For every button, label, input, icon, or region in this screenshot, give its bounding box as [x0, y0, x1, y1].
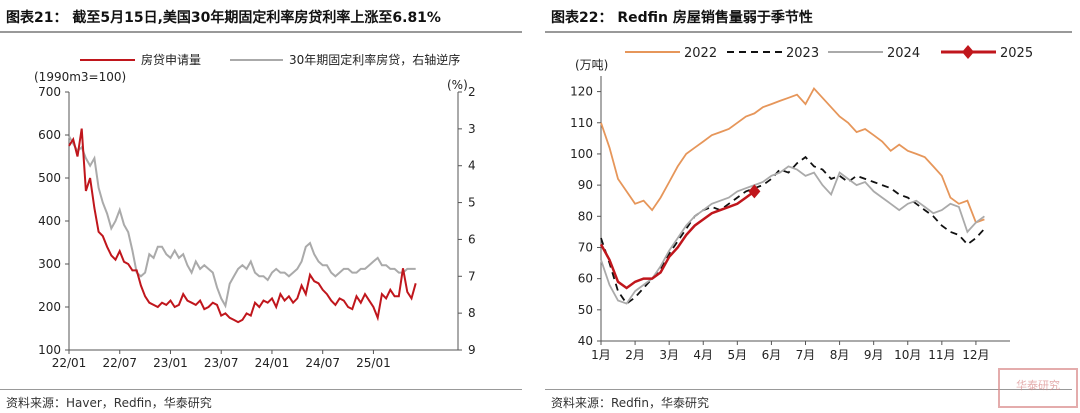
right-y-tick-label: 4 [468, 159, 476, 173]
watermark-stamp-logo: 华泰研究 [998, 368, 1078, 408]
left-y-tick-label: 300 [38, 257, 61, 271]
left-axis-unit: (1990m3=100) [34, 70, 126, 84]
x-tick-label: 6月 [762, 348, 782, 362]
right-source-rule [545, 389, 1072, 390]
left-chart-title: 图表21： 截至5月15日,美国30年期固定利率房贷利率上涨至6.81% [6, 10, 441, 26]
series-line-2022 [600, 86, 985, 224]
left-source-rule [0, 389, 522, 390]
x-tick-label: 1月 [591, 348, 611, 362]
right-title-rule [545, 31, 1072, 33]
x-tick-label: 24/01 [255, 356, 290, 370]
x-tick-label: 23/01 [153, 356, 188, 370]
x-tick-label: 23/07 [204, 356, 239, 370]
legend-label-2025: 2025 [1000, 46, 1033, 61]
right-axis-unit: (%) [447, 78, 468, 92]
legend-label-2023: 2023 [786, 46, 819, 61]
x-tick-label: 24/07 [305, 356, 340, 370]
right-chart-title: 图表22： Redfin 房屋销售量弱于季节性 [551, 10, 813, 26]
right-y-tick-label: 5 [468, 196, 476, 210]
left-y-tick-label: 200 [38, 300, 61, 314]
y-tick-label: 50 [578, 303, 593, 317]
legend-label-2024: 2024 [887, 46, 920, 61]
x-tick-label: 25/01 [356, 356, 391, 370]
x-tick-label: 7月 [796, 348, 816, 362]
right-chart-panel: 图表22： Redfin 房屋销售量弱于季节性 2022 2023 2024 2025… [545, 0, 1080, 413]
series-line-applications [68, 128, 417, 324]
legend-marker-2025 [962, 45, 974, 59]
right-y-tick-label: 9 [468, 343, 476, 357]
x-tick-label: 8月 [830, 348, 850, 362]
y-tick-label: 60 [578, 272, 593, 286]
y-tick-label: 120 [570, 85, 593, 99]
series-end-marker-2025 [748, 184, 761, 199]
left-title-rule [0, 31, 522, 33]
y-tick-label: 80 [578, 209, 593, 223]
left-y-tick-label: 700 [38, 85, 61, 99]
x-tick-label: 22/01 [52, 356, 87, 370]
y-axis-unit: (万吨) [575, 58, 608, 72]
right-y-tick-label: 3 [468, 122, 476, 136]
right-chart: 2022 2023 2024 2025 (万吨) 120 110 100 90 80 70 60 50 4… [570, 45, 1033, 362]
right-y-tick-label: 2 [468, 85, 476, 99]
x-tick-label: 3月 [659, 348, 679, 362]
legend-label-2022: 2022 [684, 46, 717, 61]
y-tick-label: 70 [578, 240, 593, 254]
x-tick-label: 2月 [625, 348, 645, 362]
right-chart-source: 资料来源：Redfin，华泰研究 [551, 396, 709, 410]
y-tick-label: 100 [570, 147, 593, 161]
series-line-2024 [600, 165, 985, 305]
left-y-tick-label: 500 [38, 171, 61, 185]
left-y-tick-label: 100 [38, 343, 61, 357]
x-tick-label: 22/07 [102, 356, 137, 370]
right-y-tick-label: 6 [468, 232, 476, 246]
left-chart-source: 资料来源：Haver，Redfin，华泰研究 [6, 396, 212, 410]
series-line-2023 [600, 155, 986, 305]
series-line-2025 [599, 190, 756, 290]
x-tick-label: 11月 [928, 348, 955, 362]
y-tick-label: 90 [578, 178, 593, 192]
left-y-tick-label: 400 [38, 214, 61, 228]
y-tick-label: 110 [570, 116, 593, 130]
right-y-tick-label: 8 [468, 306, 476, 320]
x-tick-label: 10月 [894, 348, 921, 362]
x-tick-label: 9月 [864, 348, 884, 362]
left-y-tick-label: 600 [38, 128, 61, 142]
y-tick-label: 40 [578, 334, 593, 348]
legend-label-applications: 房贷申请量 [141, 52, 201, 67]
left-chart-panel: 图表21： 截至5月15日,美国30年期固定利率房贷利率上涨至6.81% 房贷申… [0, 0, 530, 413]
legend-label-mortgage-rate: 30年期固定利率房贷，右轴逆序 [289, 52, 460, 67]
right-y-tick-label: 7 [468, 269, 476, 283]
x-tick-label: 5月 [728, 348, 748, 362]
x-tick-label: 4月 [693, 348, 713, 362]
series-line-mortgage-rate [68, 135, 416, 309]
left-chart: 房贷申请量 30年期固定利率房贷，右轴逆序 (1990m3=100) (%) 700 60… [34, 52, 476, 370]
x-tick-label: 12月 [962, 348, 989, 362]
